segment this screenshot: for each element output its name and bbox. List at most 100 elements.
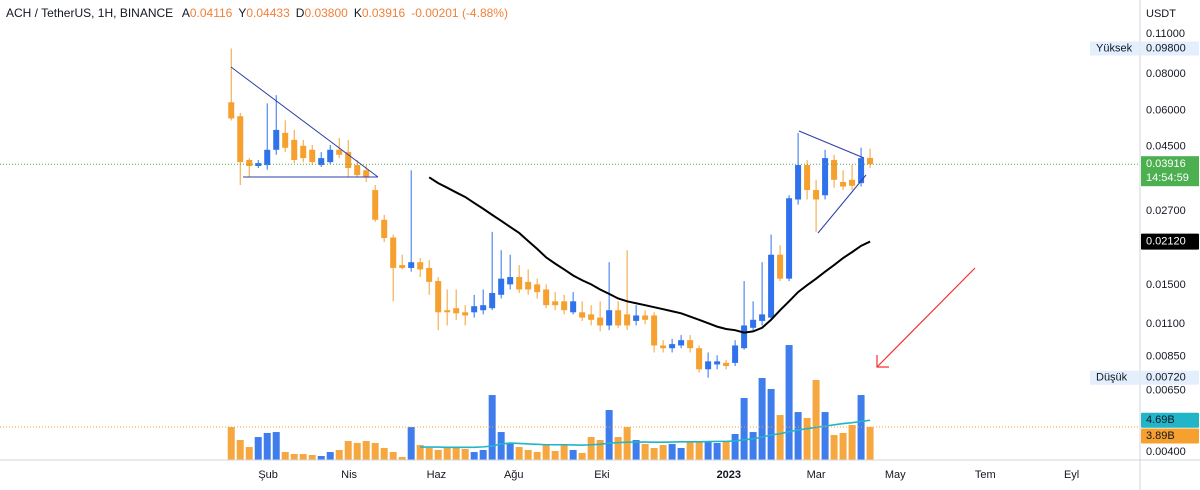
x-tick-label: Ağu <box>504 469 524 481</box>
volume-ma-last-label: 4.69B <box>1146 414 1175 426</box>
candle-body <box>624 314 631 326</box>
candle-body <box>462 312 469 316</box>
candle-body <box>444 310 451 313</box>
candle-body <box>381 219 388 239</box>
candle-body <box>741 325 748 349</box>
candle-body <box>237 116 244 163</box>
candle-body <box>390 237 397 268</box>
trend-line <box>798 130 865 159</box>
candle-body <box>570 301 577 313</box>
volume-ma-line <box>420 419 871 449</box>
candle-body <box>309 149 316 163</box>
x-tick-label: Eyl <box>1064 469 1079 481</box>
volume-bar <box>353 442 361 460</box>
volume-bar <box>299 453 307 460</box>
volume-bar <box>407 427 415 460</box>
volume-bar <box>839 432 847 460</box>
volume-bar <box>371 442 379 460</box>
legend-label: K <box>353 6 362 20</box>
x-tick-label: Nis <box>341 469 357 481</box>
candle-body <box>291 139 298 160</box>
x-tick-label: Şub <box>258 469 278 481</box>
volume-bar <box>731 433 739 460</box>
volume-bar <box>866 427 874 460</box>
candle-body <box>642 315 649 320</box>
candle-body <box>588 314 595 320</box>
candle-body <box>849 179 856 186</box>
volume-bar <box>677 447 685 460</box>
legend-value: 0.04116 <box>189 6 233 20</box>
candle-body <box>831 159 838 180</box>
y-tick-label: 0.00650 <box>1146 385 1186 397</box>
legend-value: 0.04433 <box>246 6 290 20</box>
countdown: 14:54:59 <box>1146 172 1189 184</box>
legend-value: 0.03916 <box>361 6 406 20</box>
legend-label: Y <box>238 6 247 20</box>
trend-line <box>230 66 379 178</box>
volume-bar <box>470 452 478 460</box>
candle-body <box>363 170 370 178</box>
candle-body <box>804 165 811 191</box>
candle-body <box>858 158 865 184</box>
ma-line <box>428 176 871 334</box>
candle-body <box>354 165 361 176</box>
candle-body <box>768 254 775 318</box>
low-marker-tag: Düşük <box>1096 372 1128 384</box>
candle-body <box>813 190 820 200</box>
candle-body <box>228 102 235 119</box>
volume-bar <box>596 440 604 460</box>
high-marker-tag: Yüksek <box>1096 42 1133 54</box>
candle-body <box>732 345 739 363</box>
drawings <box>230 66 867 234</box>
x-tick-label: Haz <box>427 469 447 481</box>
candle-body <box>759 314 766 321</box>
volume-bar <box>578 452 586 460</box>
candle-body <box>750 319 757 328</box>
volume-bar <box>551 451 559 460</box>
candle-body <box>669 344 676 349</box>
candle-body <box>525 281 532 290</box>
symbol-title: ACH / TetherUS, 1H, BINANCE <box>6 6 174 20</box>
candle-body <box>597 317 604 326</box>
candle-body <box>786 198 793 279</box>
x-tick-label: 2023 <box>717 469 741 481</box>
candle-body <box>399 265 406 268</box>
candle-body <box>606 310 613 326</box>
volume-bar <box>236 440 244 460</box>
y-tick-label: 0.04500 <box>1146 141 1186 153</box>
volume-bar <box>686 442 694 460</box>
volume-bar <box>227 427 235 460</box>
volume-bar <box>281 452 289 460</box>
volume-bar <box>713 442 721 460</box>
candle-body <box>489 292 496 309</box>
trend-line <box>817 174 867 234</box>
volume-bar <box>443 447 451 460</box>
volume-bar <box>317 456 325 460</box>
volume-bar <box>263 432 271 460</box>
ma-last-label: 0.02120 <box>1146 235 1186 247</box>
candle-body <box>408 262 415 268</box>
volume-bar <box>776 415 784 460</box>
volume-bar <box>308 455 316 460</box>
volume-bar <box>452 447 460 460</box>
volume-bar <box>830 435 838 460</box>
volume-bar <box>785 345 793 460</box>
legend-label: D <box>295 6 305 20</box>
candle-body <box>795 165 802 200</box>
candle-body <box>543 289 550 306</box>
volume-bar <box>650 447 658 460</box>
volume-bar <box>740 397 748 460</box>
y-tick-label: 0.00400 <box>1146 446 1186 458</box>
volume-bar <box>362 441 370 460</box>
price-layer <box>0 48 1140 378</box>
volume-bar <box>641 443 649 460</box>
candle-body <box>336 149 343 155</box>
arrow <box>876 267 976 368</box>
volume-bar <box>605 410 613 460</box>
volume-bar <box>659 445 667 460</box>
candle-body <box>300 145 307 159</box>
volume-bar <box>389 452 397 460</box>
candle-body <box>822 158 829 196</box>
